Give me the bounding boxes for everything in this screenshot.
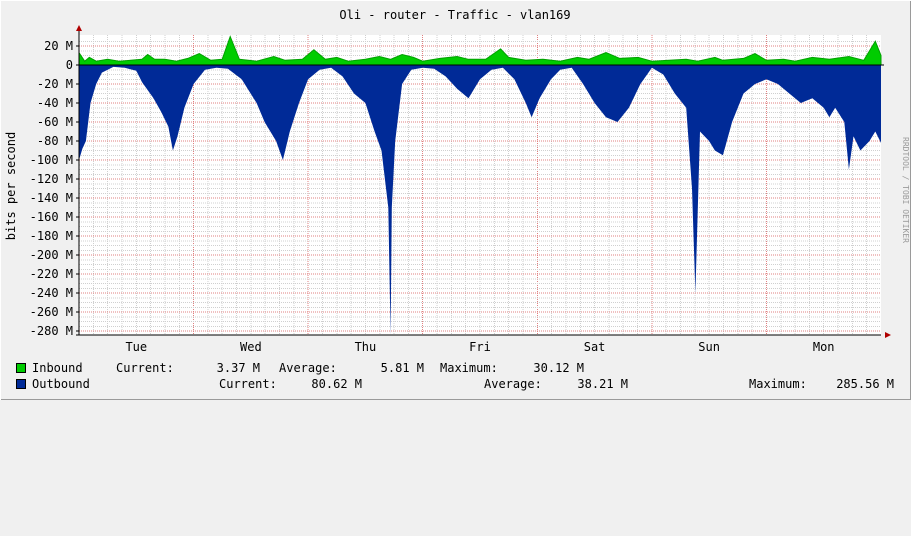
x-tick-label: Mon bbox=[813, 340, 835, 354]
outbound-swatch bbox=[16, 379, 26, 389]
inbound-maximum-value: 30.12 M bbox=[533, 361, 584, 375]
legend-name-outbound: Outbound bbox=[32, 377, 90, 391]
y-tick-label: -220 M bbox=[30, 267, 73, 281]
legend-row-outbound: Outbound Current: 80.62 M Average: 38.21… bbox=[16, 376, 896, 392]
inbound-maximum-label: Maximum: bbox=[440, 361, 498, 375]
y-tick-label: 0 bbox=[66, 58, 73, 72]
y-tick-label: -160 M bbox=[30, 210, 73, 224]
y-tick-label: -240 M bbox=[30, 286, 73, 300]
chart-title: Oli - router - Traffic - vlan169 bbox=[339, 8, 570, 22]
inbound-average-label: Average: bbox=[279, 361, 337, 375]
x-tick-label: Wed bbox=[240, 340, 262, 354]
outbound-current-label: Current: bbox=[219, 377, 277, 391]
y-tick-label: -100 M bbox=[30, 153, 73, 167]
outbound-average-value: 38.21 M bbox=[577, 377, 628, 391]
y-tick-label: -120 M bbox=[30, 172, 73, 186]
y-tick-labels: 20 M 0 -20 M -40 M -60 M -80 M -100 M -120 M -14… bbox=[30, 39, 79, 338]
y-axis-arrow bbox=[76, 25, 82, 31]
outbound-current-value: 80.62 M bbox=[311, 377, 362, 391]
outbound-maximum-value: 285.56 M bbox=[836, 377, 894, 391]
inbound-area bbox=[78, 35, 882, 66]
y-tick-label: -80 M bbox=[37, 134, 73, 148]
y-tick-label: -20 M bbox=[37, 77, 73, 91]
x-axis-arrow bbox=[885, 332, 891, 338]
y-tick-label: -280 M bbox=[30, 324, 73, 338]
y-tick-label: -140 M bbox=[30, 191, 73, 205]
y-tick-label: 20 M bbox=[44, 39, 73, 53]
outbound-average-label: Average: bbox=[484, 377, 542, 391]
y-tick-label: -260 M bbox=[30, 305, 73, 319]
traffic-chart: Oli - router - Traffic - vlan169 bits pe… bbox=[4, 8, 910, 354]
inbound-average-value: 5.81 M bbox=[380, 361, 424, 375]
outbound-maximum-label: Maximum: bbox=[749, 377, 807, 391]
x-tick-label: Sun bbox=[698, 340, 720, 354]
y-tick-label: -40 M bbox=[37, 96, 73, 110]
y-tick-label: -180 M bbox=[30, 229, 73, 243]
legend-row-inbound: Inbound Current: 3.37 M Average: 5.81 M … bbox=[16, 360, 896, 376]
y-axis-label: bits per second bbox=[4, 132, 18, 240]
outbound-area bbox=[79, 65, 881, 335]
legend-name-inbound: Inbound bbox=[32, 361, 83, 375]
x-tick-labels: Tue Wed Thu Fri Sat Sun Mon bbox=[125, 340, 834, 354]
grid-lines bbox=[79, 35, 881, 336]
x-tick-label: Tue bbox=[125, 340, 147, 354]
inbound-swatch bbox=[16, 363, 26, 373]
y-tick-label: -200 M bbox=[30, 248, 73, 262]
series-layer bbox=[78, 35, 882, 335]
inbound-current-value: 3.37 M bbox=[216, 361, 260, 375]
graph-frame: Oli - router - Traffic - vlan169 bits pe… bbox=[4, 8, 910, 392]
rrdtool-watermark: RRDTOOL / TOBI OETIKER bbox=[901, 137, 910, 243]
x-tick-label: Sat bbox=[584, 340, 606, 354]
inbound-current-label: Current: bbox=[116, 361, 174, 375]
axes bbox=[76, 25, 891, 338]
x-tick-label: Fri bbox=[469, 340, 491, 354]
x-tick-label: Thu bbox=[355, 340, 377, 354]
y-tick-label: -60 M bbox=[37, 115, 73, 129]
legend: Inbound Current: 3.37 M Average: 5.81 M … bbox=[16, 360, 896, 392]
